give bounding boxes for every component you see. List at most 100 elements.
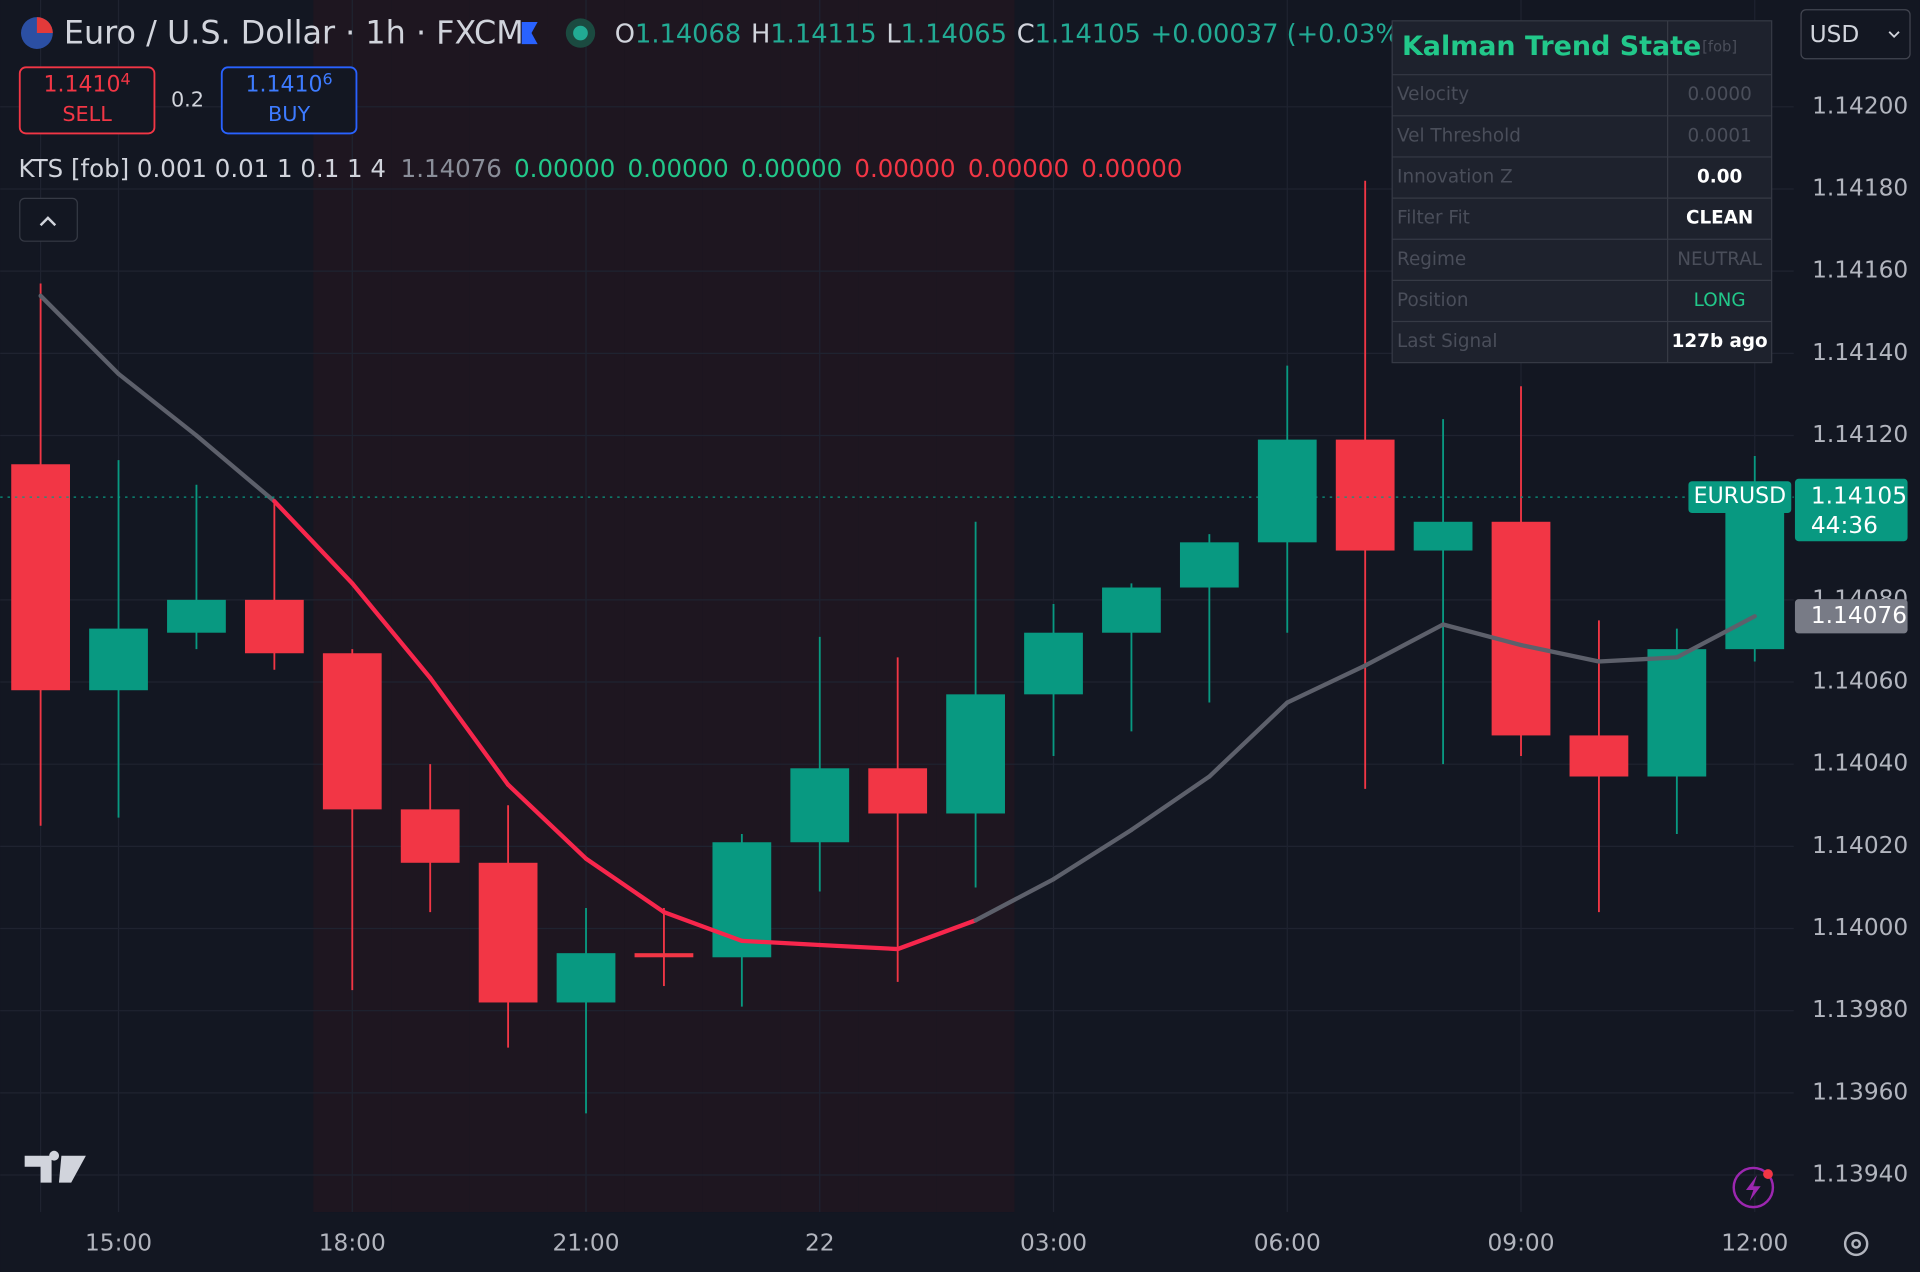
indicator-value: 0.00000 [854, 154, 955, 183]
candle-body [1102, 587, 1161, 633]
price-tag: 1.14105 [1811, 483, 1907, 510]
kalman-segment [973, 877, 1056, 923]
ohlc-value: 1.14065 [901, 19, 1007, 49]
kalman-segment [1207, 700, 1290, 779]
candle-body [712, 842, 772, 958]
currency-button[interactable] [1800, 9, 1911, 60]
sell-price-pip: 4 [121, 69, 131, 88]
kalman-tag: 1.14076 [1811, 602, 1907, 629]
table-row-value: NEUTRAL [1677, 249, 1763, 270]
ohlc-label: H [751, 19, 770, 49]
alert-icon[interactable] [1732, 1166, 1775, 1209]
ohlc-values: O1.14068 H1.14115 L1.14065 C1.14105 +0.00037… [615, 19, 1410, 49]
candle-body [11, 464, 70, 691]
candle-body [89, 628, 148, 691]
candle-body [1569, 735, 1629, 777]
kalman-segment [194, 433, 277, 504]
table-tag: [fob] [1702, 39, 1737, 56]
table-row-label: Position [1397, 290, 1468, 311]
table-row-value: 0.0001 [1688, 125, 1752, 146]
candle-body [790, 768, 850, 843]
kalman-segment [583, 856, 667, 915]
indicator-value: 0.00000 [514, 154, 615, 183]
kalman-segment [116, 371, 199, 438]
regime-shade [858, 0, 937, 1213]
spread: 0.2 [171, 87, 204, 111]
indicator-name[interactable]: KTS [fob] 0.001 0.01 1 0.1 1 4 [19, 154, 386, 183]
sell-button[interactable] [18, 66, 156, 135]
table-row-value: 127b ago [1672, 331, 1768, 352]
regime-shade [624, 0, 703, 1213]
chevron-icon [39, 216, 57, 227]
x-tick-label: 18:00 [319, 1229, 386, 1256]
y-tick-label: 1.14040 [1812, 750, 1908, 777]
y-tick-label: 1.14200 [1812, 92, 1908, 119]
y-tick-label: 1.14180 [1812, 174, 1908, 201]
x-tick-label: 22 [805, 1229, 835, 1256]
candle-body [1024, 632, 1083, 695]
y-tick-label: 1.14060 [1812, 668, 1908, 695]
table-row-label: Regime [1397, 249, 1466, 270]
indicator-value: 0.00000 [968, 154, 1069, 183]
kalman-segment [895, 918, 978, 952]
sell-price-main: 1.1410 [44, 73, 121, 98]
kalman-segment [1363, 622, 1446, 668]
x-tick-label: 15:00 [85, 1229, 152, 1256]
symbol-flag-part [36, 17, 53, 34]
regime-shade [702, 0, 781, 1213]
y-tick-label: 1.13940 [1812, 1161, 1908, 1188]
logo [24, 1150, 86, 1183]
candle-body [1491, 521, 1551, 736]
table-row-label: Vel Threshold [1397, 125, 1521, 146]
table-row-value: LONG [1694, 290, 1746, 311]
kalman-segment [272, 499, 355, 586]
change: +0.00037 (+0.03%) [1151, 19, 1410, 49]
settings-icon[interactable] [1843, 1231, 1869, 1257]
symbol-title[interactable]: Euro / U.S. Dollar · 1h · FXCM [64, 13, 524, 51]
x-tick-label: 09:00 [1488, 1229, 1555, 1256]
indicator-kalman-value: 1.14076 [401, 154, 502, 183]
ohlc-value: 1.14115 [770, 19, 876, 49]
candle-body [1335, 439, 1395, 551]
kalman-segment [1596, 655, 1679, 664]
flag-icon[interactable] [515, 22, 538, 45]
indicator-value: 0.00000 [1081, 154, 1182, 183]
kalman-segment [661, 909, 744, 943]
candle-body [1257, 439, 1317, 543]
table-row-label: Last Signal [1397, 331, 1497, 352]
sell-label: SELL [62, 102, 112, 126]
table-row-label: Innovation Z [1397, 167, 1513, 188]
kalman-segment [38, 293, 121, 377]
y-tick-label: 1.14120 [1812, 421, 1908, 448]
candle-body [1179, 542, 1239, 588]
ohlc-value: 1.14068 [635, 19, 741, 49]
y-tick-label: 1.14000 [1812, 914, 1908, 941]
x-tick-label: 21:00 [553, 1229, 620, 1256]
buy-price-pip: 6 [323, 69, 333, 88]
sell-price: 1.14104 [44, 69, 131, 98]
alert-dot [1763, 1169, 1773, 1179]
ohlc-label: L [886, 19, 901, 49]
kalman-segment [1129, 774, 1212, 833]
candle-body [244, 599, 304, 654]
y-tick-label: 1.13960 [1812, 1078, 1908, 1105]
y-tick-label: 1.14140 [1812, 339, 1908, 366]
table-title: Kalman Trend State [1402, 31, 1701, 62]
candle-body [167, 599, 226, 633]
symbol-tag: EURUSD [1694, 484, 1786, 509]
candle-body [322, 653, 382, 810]
kalman-segment [505, 782, 589, 861]
kalman-segment [1285, 663, 1368, 705]
marks-layer [11, 180, 1785, 1114]
buy-price: 1.14106 [246, 69, 333, 98]
y-tick-label: 1.14160 [1812, 257, 1908, 284]
x-tick-label: 03:00 [1020, 1229, 1087, 1256]
kalman-segment [428, 675, 511, 787]
table-row-value: 0.0000 [1688, 84, 1752, 105]
indicator-legend: KTS [fob] 0.001 0.01 1 0.1 1 4 1.14076 0.0… [19, 154, 1183, 183]
y-tick-label: 1.14020 [1812, 832, 1908, 859]
table-row-value: CLEAN [1686, 208, 1753, 229]
buy-button[interactable] [220, 66, 358, 135]
table-row-label: Filter Fit [1397, 208, 1470, 229]
